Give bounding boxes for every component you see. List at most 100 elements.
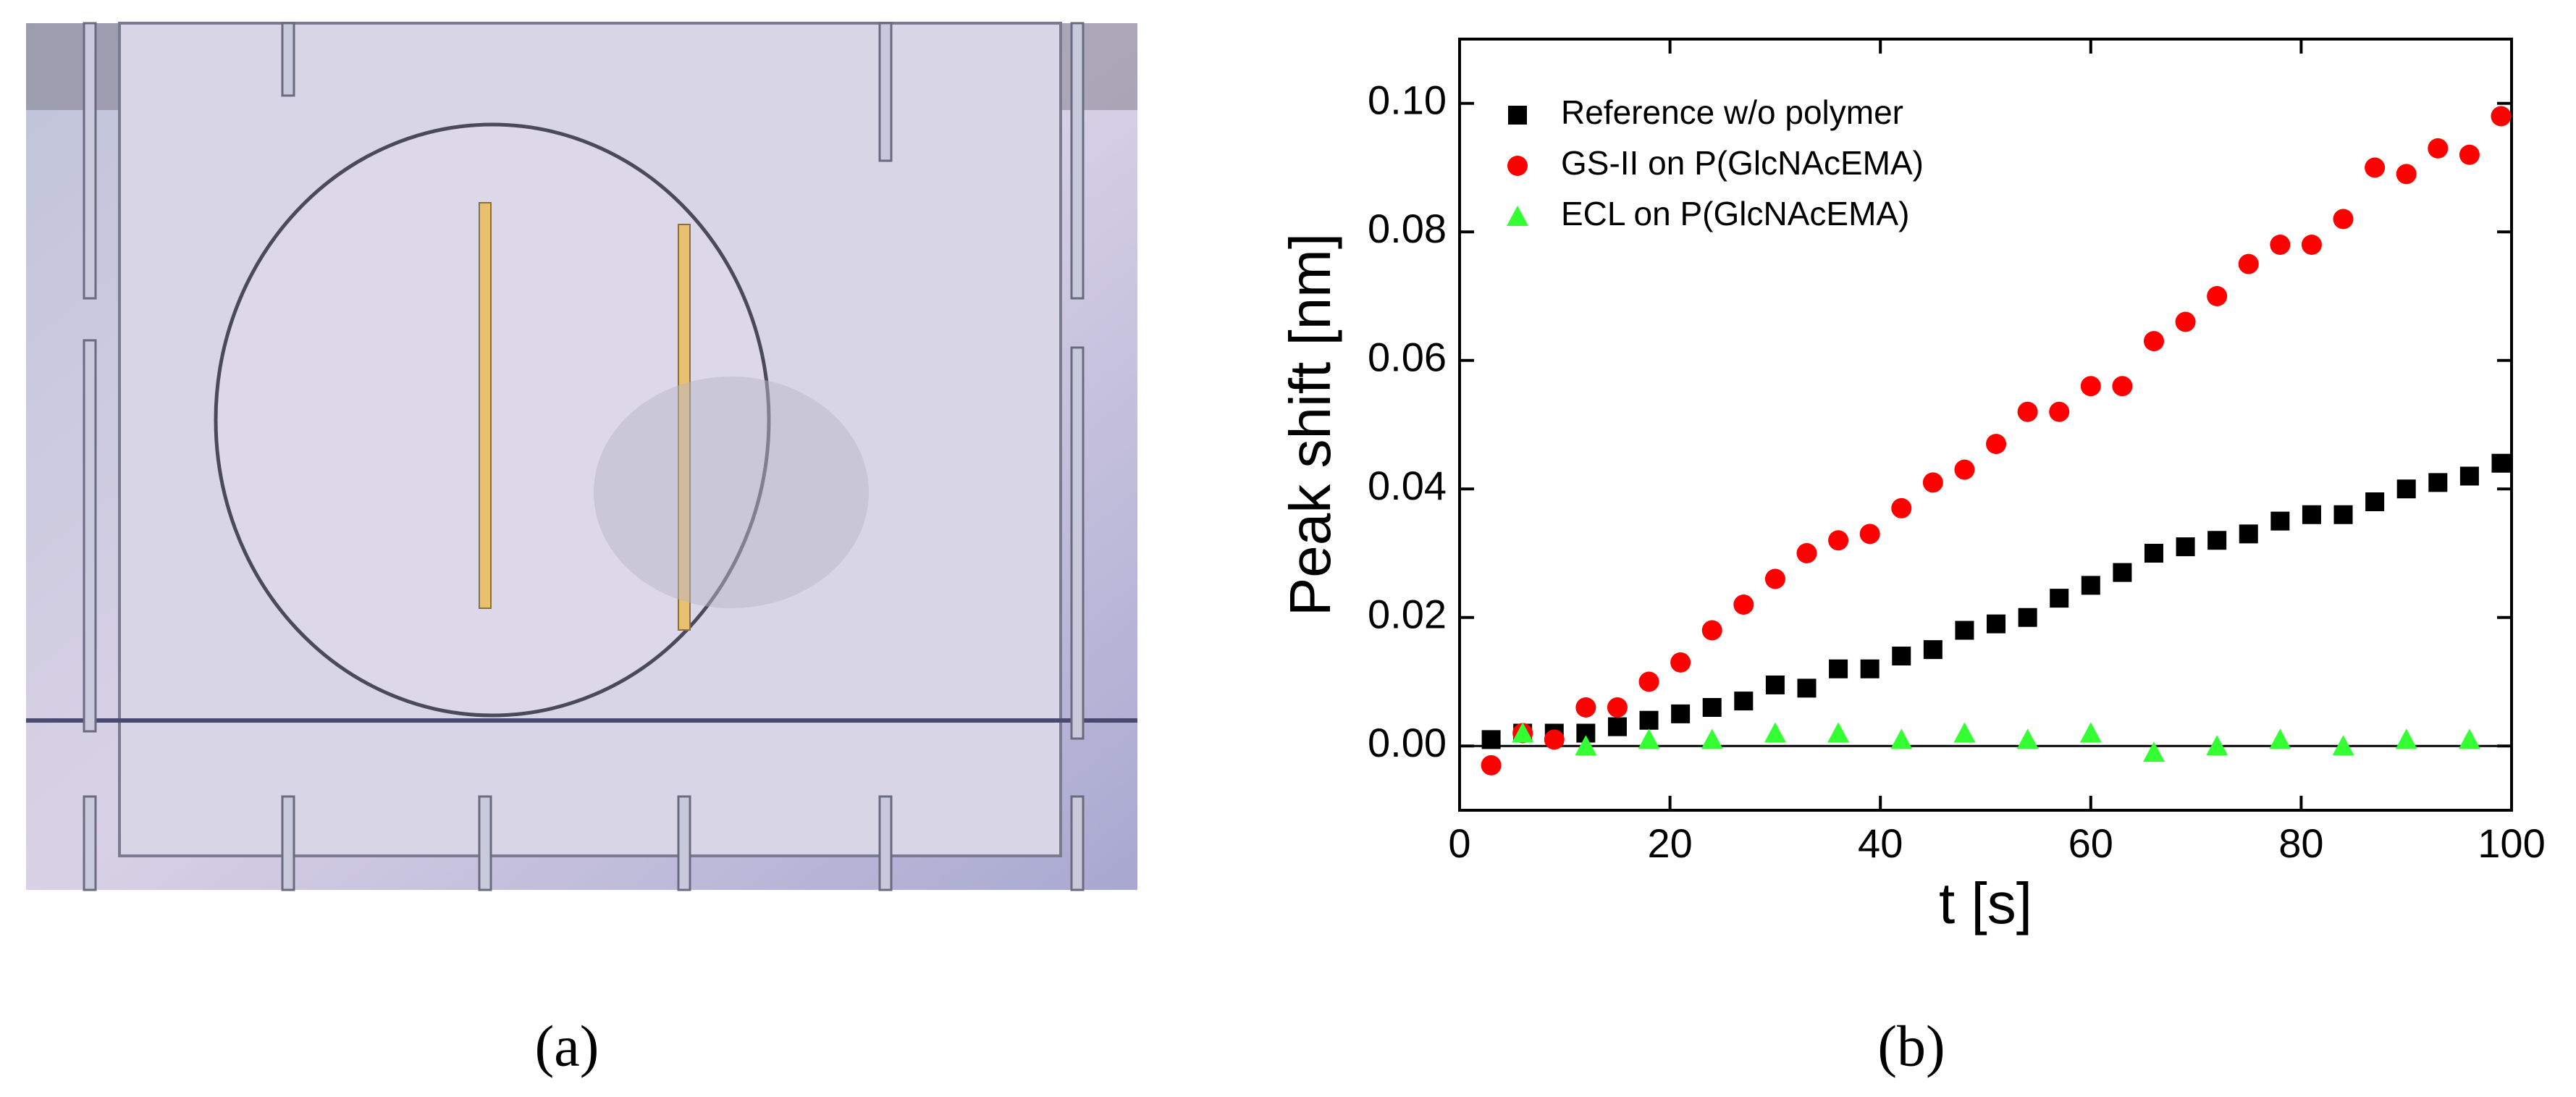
marker xyxy=(1671,704,1691,723)
x-tick-label: 20 xyxy=(1647,820,1692,866)
plot: 0.00 0.02 0.04 0.06 0.08 0.10 0 20 40 60 80 100 t [s… xyxy=(1278,38,2546,936)
marker xyxy=(2144,544,2163,563)
legend-marker xyxy=(1507,206,1528,226)
marker xyxy=(1797,678,1817,698)
marker xyxy=(1765,675,1785,694)
panel-label: (b) xyxy=(1877,1014,1945,1078)
marker xyxy=(2458,728,2480,749)
marker xyxy=(2206,735,2228,756)
marker xyxy=(1639,710,1659,730)
x-tick-label: 100 xyxy=(2478,820,2545,866)
marker xyxy=(1829,659,1848,678)
marker xyxy=(1987,614,2006,634)
marker xyxy=(1512,722,1534,743)
marker xyxy=(1955,621,1974,640)
marker xyxy=(1859,524,1880,545)
y-tick-label: 0.08 xyxy=(1368,206,1447,251)
marker xyxy=(1953,722,1976,743)
marker xyxy=(2491,106,2512,127)
y-axis-title: Peak shift [nm] xyxy=(1278,233,1342,616)
marker xyxy=(2050,589,2069,608)
marker xyxy=(2428,473,2448,492)
plot-frame xyxy=(1458,38,2513,812)
marker xyxy=(2301,235,2322,255)
marker xyxy=(2332,735,2354,756)
marker xyxy=(1892,647,1911,665)
y-tick-label: 0.10 xyxy=(1368,77,1447,123)
marker xyxy=(1481,755,1502,776)
marker xyxy=(1923,640,1942,660)
marker xyxy=(2017,401,2038,422)
marker xyxy=(2049,401,2070,422)
x-axis-title: t [s] xyxy=(1939,871,2032,936)
marker xyxy=(2207,531,2227,550)
legend-label: ECL on P(GlcNAcEMA) xyxy=(1561,195,1909,232)
y-tick-label: 0.06 xyxy=(1368,335,1447,380)
marker xyxy=(2269,728,2291,749)
marker xyxy=(2175,311,2196,332)
marker xyxy=(2142,741,2165,762)
marker xyxy=(2333,209,2354,230)
marker xyxy=(2176,537,2195,557)
marker xyxy=(1828,530,1849,551)
x-tick-label: 60 xyxy=(2068,820,2113,866)
marker xyxy=(1638,671,1659,692)
marker xyxy=(2396,479,2416,499)
marker xyxy=(1764,722,1786,743)
legend-marker xyxy=(1508,106,1527,125)
marker xyxy=(1733,594,1754,615)
marker xyxy=(2396,164,2417,185)
marker xyxy=(1764,568,1785,589)
marker xyxy=(2207,286,2228,306)
marker xyxy=(2018,608,2037,627)
legend-label: GS-II on P(GlcNAcEMA) xyxy=(1561,144,1924,182)
marker xyxy=(2491,453,2511,473)
marker xyxy=(2270,511,2290,531)
y-tick-label: 0.04 xyxy=(1368,463,1447,508)
y-tick-label: 0.02 xyxy=(1368,592,1447,637)
marker xyxy=(1575,735,1597,756)
marker xyxy=(1607,717,1627,736)
marker xyxy=(1702,698,1722,717)
marker xyxy=(1734,692,1754,711)
marker xyxy=(2365,157,2386,178)
marker xyxy=(1922,472,1943,493)
marker xyxy=(2080,376,2101,397)
marker xyxy=(1701,728,1723,749)
marker xyxy=(2365,492,2385,511)
panel-label: (a) xyxy=(535,1014,599,1078)
marker xyxy=(1954,459,1975,480)
marker xyxy=(1575,697,1596,718)
marker xyxy=(1827,722,1850,743)
marker xyxy=(2079,722,2102,743)
marker xyxy=(2270,235,2291,255)
x-tick-label: 0 xyxy=(1448,820,1470,866)
marker xyxy=(1638,728,1660,749)
marker xyxy=(1796,543,1817,563)
x-tick-label: 80 xyxy=(2278,820,2323,866)
marker xyxy=(2112,376,2133,397)
micrograph xyxy=(26,22,1137,891)
marker xyxy=(2081,576,2100,595)
marker xyxy=(2143,331,2164,352)
marker xyxy=(2395,728,2417,749)
marker xyxy=(1891,497,1912,518)
marker xyxy=(2016,728,2039,749)
marker xyxy=(1481,730,1501,749)
y-tick-label: 0.00 xyxy=(1368,720,1447,765)
marker xyxy=(2302,505,2321,524)
marker xyxy=(2239,524,2258,544)
legend-label: Reference w/o polymer xyxy=(1561,93,1903,131)
marker xyxy=(1607,697,1628,718)
legend-marker xyxy=(1507,156,1528,176)
marker xyxy=(2238,253,2259,274)
marker xyxy=(2428,138,2449,159)
x-tick-label: 40 xyxy=(1858,820,1903,866)
marker xyxy=(1986,434,2007,455)
marker xyxy=(2459,466,2479,486)
marker xyxy=(2113,563,2132,582)
marker xyxy=(2333,505,2353,524)
marker xyxy=(1860,659,1880,678)
marker xyxy=(1670,652,1691,673)
